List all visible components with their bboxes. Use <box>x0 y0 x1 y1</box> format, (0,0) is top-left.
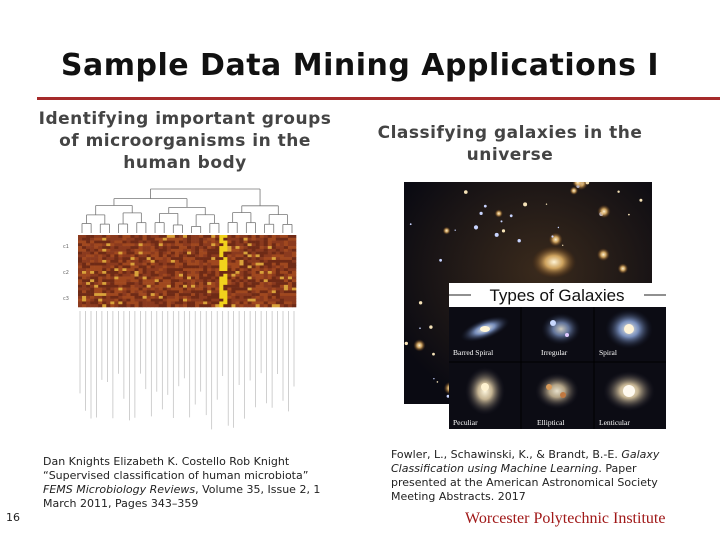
reference-journal: FEMS Microbiology Reviews <box>43 483 196 496</box>
label-lenticular: Lenticular <box>599 418 630 427</box>
title-rule <box>37 97 720 100</box>
row-label-c3: c3 <box>63 296 69 302</box>
reference-source: FEMS Microbiology Reviews, Volume 35, Is… <box>43 483 343 511</box>
heatmap-cells <box>78 235 297 308</box>
label-elliptical: Elliptical <box>537 418 565 427</box>
reference-authors: Dan Knights Elizabeth K. Costello Rob Kn… <box>43 455 290 468</box>
label-spiral: Spiral <box>599 348 617 357</box>
lenticular-galaxy-image <box>603 371 655 411</box>
galaxy-caption: Classifying galaxies in the universe <box>377 123 643 165</box>
spiral-galaxy-image <box>605 309 653 349</box>
slide-title: Sample Data Mining Applications I <box>60 48 660 83</box>
microorganism-caption: Identifying important groups of microorg… <box>38 109 332 173</box>
label-irregular: Irregular <box>541 348 568 357</box>
clustered-heatmap-figure: c1 c2 c3 <box>63 188 297 430</box>
galaxy-types-inset: Types of Galaxies Barred Spiral Irregula… <box>449 283 666 429</box>
galaxy-reference: Fowler, L., Schawinski, K., & Brandt, B.… <box>391 448 691 504</box>
reference-authors: Fowler, L., Schawinski, K., & Brandt, B.… <box>391 448 618 461</box>
label-barred-spiral: Barred Spiral <box>453 348 493 357</box>
peculiar-galaxy-image <box>465 367 505 415</box>
microbiota-reference: Dan Knights Elizabeth K. Costello Rob Kn… <box>43 455 343 511</box>
heatmap-column-labels <box>79 311 295 430</box>
reference-work-title: Galaxy Classification using Machine Lear… <box>391 448 660 475</box>
slide-number: 16 <box>6 511 20 524</box>
elliptical-galaxy-image <box>535 373 579 409</box>
dendrogram <box>81 188 293 233</box>
heatmap-row-labels: c1 c2 c3 <box>63 244 69 302</box>
barred-spiral-galaxy-image <box>460 316 510 342</box>
footer-institution: Worcester Polytechnic Institute <box>465 510 666 527</box>
label-peculiar: Peculiar <box>453 418 478 427</box>
row-label-c2: c2 <box>63 270 69 276</box>
types-of-galaxies-title: Types of Galaxies <box>489 286 624 305</box>
reference-details: , Volume 35, Issue 2, 1 March 2011, Page… <box>43 483 321 510</box>
reference-details: . Paper presented at the American Astron… <box>391 462 658 503</box>
reference-title: “Supervised classification of human micr… <box>43 469 309 482</box>
row-label-c1: c1 <box>63 244 69 250</box>
irregular-galaxy-image <box>541 313 581 345</box>
